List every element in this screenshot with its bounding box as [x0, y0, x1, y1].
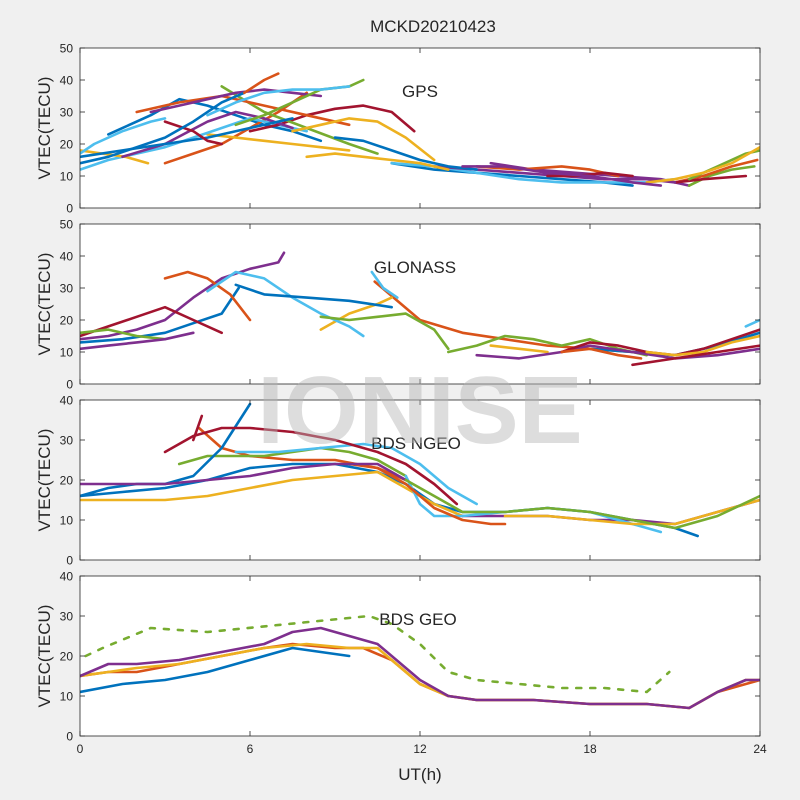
y-tick-label: 0 — [66, 202, 73, 216]
x-tick-label: 12 — [413, 742, 427, 756]
watermark: IONISE — [257, 357, 582, 464]
panel-label-bds-ngeo: BDS NGEO — [371, 434, 461, 453]
y-tick-label: 20 — [60, 138, 74, 152]
series-line-bds-ngeo-9 — [347, 462, 507, 526]
series-line-glonass-10 — [319, 296, 394, 331]
series-line-bds-geo-1 — [80, 646, 351, 694]
series-line-gps-22 — [333, 136, 479, 171]
series-line-gps-1 — [107, 97, 323, 143]
series-group-glonass — [80, 251, 760, 367]
series-line-glonass-9 — [163, 270, 252, 322]
y-tick-label: 30 — [60, 282, 74, 296]
series-line-glonass-15 — [234, 283, 394, 309]
y-tick-label: 50 — [60, 218, 74, 232]
y-tick-label: 30 — [60, 610, 74, 624]
y-tick-label: 50 — [60, 42, 74, 56]
y-axis-label-glonass: VTEC(TECU) — [35, 253, 54, 356]
y-tick-label: 20 — [60, 650, 74, 664]
x-tick-label: 6 — [247, 742, 254, 756]
y-tick-label: 30 — [60, 106, 74, 120]
series-line-bds-geo-4 — [80, 626, 760, 710]
series-line-bds-ngeo-13 — [234, 442, 479, 506]
y-tick-label: 0 — [66, 378, 73, 392]
series-line-gps-24 — [645, 145, 760, 184]
y-tick-label: 40 — [60, 74, 74, 88]
series-line-bds-ngeo-14 — [163, 426, 459, 506]
y-tick-label: 10 — [60, 514, 74, 528]
y-axis-label-bds-ngeo: VTEC(TECU) — [35, 429, 54, 532]
series-line-glonass-4 — [80, 251, 286, 341]
plot-area-glonass — [80, 224, 760, 384]
panel-glonass: 0 10 20 30 40 50 VTEC(TECU) GLONASS — [35, 218, 761, 392]
panel-bds-ngeo: 0 10 20 30 40 VTEC(TECU) BDS NGEO — [35, 394, 761, 568]
series-line-bds-ngeo-12 — [404, 478, 760, 530]
series-group-gps — [80, 72, 760, 187]
series-line-glonass-7 — [80, 305, 223, 338]
series-line-bds-ngeo-11 — [80, 462, 408, 486]
figure-title: MCKD20210423 — [370, 17, 496, 36]
series-line-gps-25 — [149, 88, 323, 114]
series-group-bds-geo — [80, 614, 760, 710]
series-line-glonass-17 — [645, 334, 760, 357]
y-tick-label: 0 — [66, 554, 73, 568]
y-tick-label: 10 — [60, 170, 74, 184]
series-line-glonass-16 — [560, 347, 643, 360]
y-tick-label: 10 — [60, 690, 74, 704]
series-line-gps-26 — [234, 78, 365, 127]
series-line-gps-29 — [80, 91, 246, 165]
y-tick-label: 30 — [60, 434, 74, 448]
panels: 0 10 20 30 40 50 VTEC(TECU) GPS 0 10 20 30 40 50 VTEC(… — [35, 42, 767, 757]
plot-area-bds-ngeo — [80, 400, 760, 560]
series-line-glonass-11 — [475, 344, 760, 360]
series-line-bds-geo-5 — [84, 614, 671, 694]
series-line-gps-31 — [305, 152, 450, 171]
series-line-bds-ngeo-10 — [503, 498, 760, 526]
series-line-glonass-12 — [80, 328, 167, 341]
y-tick-label: 40 — [60, 570, 74, 584]
series-line-gps-28 — [546, 171, 634, 178]
panel-label-glonass: GLONASS — [374, 258, 456, 277]
series-line-glonass-19 — [319, 312, 450, 351]
series-line-glonass-18 — [80, 331, 195, 351]
series-line-gps-17 — [291, 117, 436, 162]
y-tick-label: 40 — [60, 394, 74, 408]
series-line-gps-3 — [206, 133, 351, 152]
x-tick-label: 0 — [77, 742, 84, 756]
plot-area-bds-geo — [80, 576, 760, 736]
x-tick-label: 18 — [583, 742, 597, 756]
series-line-gps-32 — [461, 165, 663, 187]
series-line-gps-21 — [163, 120, 223, 146]
y-tick-label: 10 — [60, 346, 74, 360]
series-line-gps-30 — [243, 72, 280, 95]
series-line-glonass-5 — [446, 334, 649, 357]
panel-label-gps: GPS — [402, 82, 438, 101]
series-line-glonass-20 — [370, 270, 399, 299]
series-line-glonass-21 — [631, 344, 760, 367]
y-axis-label-bds-geo: VTEC(TECU) — [35, 605, 54, 708]
y-tick-label: 40 — [60, 250, 74, 264]
series-line-gps-20 — [80, 117, 167, 155]
series-line-gps-27 — [206, 85, 351, 117]
y-tick-label: 0 — [66, 730, 73, 744]
panel-bds-geo: 0 10 20 30 40 0 6 12 18 24 VTEC(TECU) BDS GEO — [35, 570, 767, 757]
y-axis-label-gps: VTEC(TECU) — [35, 77, 54, 180]
series-line-glonass-3 — [489, 344, 549, 354]
panel-label-bds-geo: BDS GEO — [379, 610, 456, 629]
series-line-glonass-1 — [80, 286, 240, 344]
panel-gps: 0 10 20 30 40 50 VTEC(TECU) GPS — [35, 42, 761, 216]
x-axis-label: UT(h) — [398, 765, 441, 784]
series-line-gps-7 — [248, 104, 416, 133]
x-tick-label: 24 — [753, 742, 767, 756]
series-group-bds-ngeo — [80, 402, 760, 538]
series-line-bds-ngeo-5 — [177, 446, 408, 478]
y-tick-label: 20 — [60, 314, 74, 328]
y-tick-label: 20 — [60, 474, 74, 488]
series-line-gps-23 — [475, 165, 620, 178]
series-line-gps-15 — [80, 117, 294, 159]
series-line-glonass-6 — [744, 318, 760, 328]
series-line-gps-14 — [673, 174, 748, 184]
